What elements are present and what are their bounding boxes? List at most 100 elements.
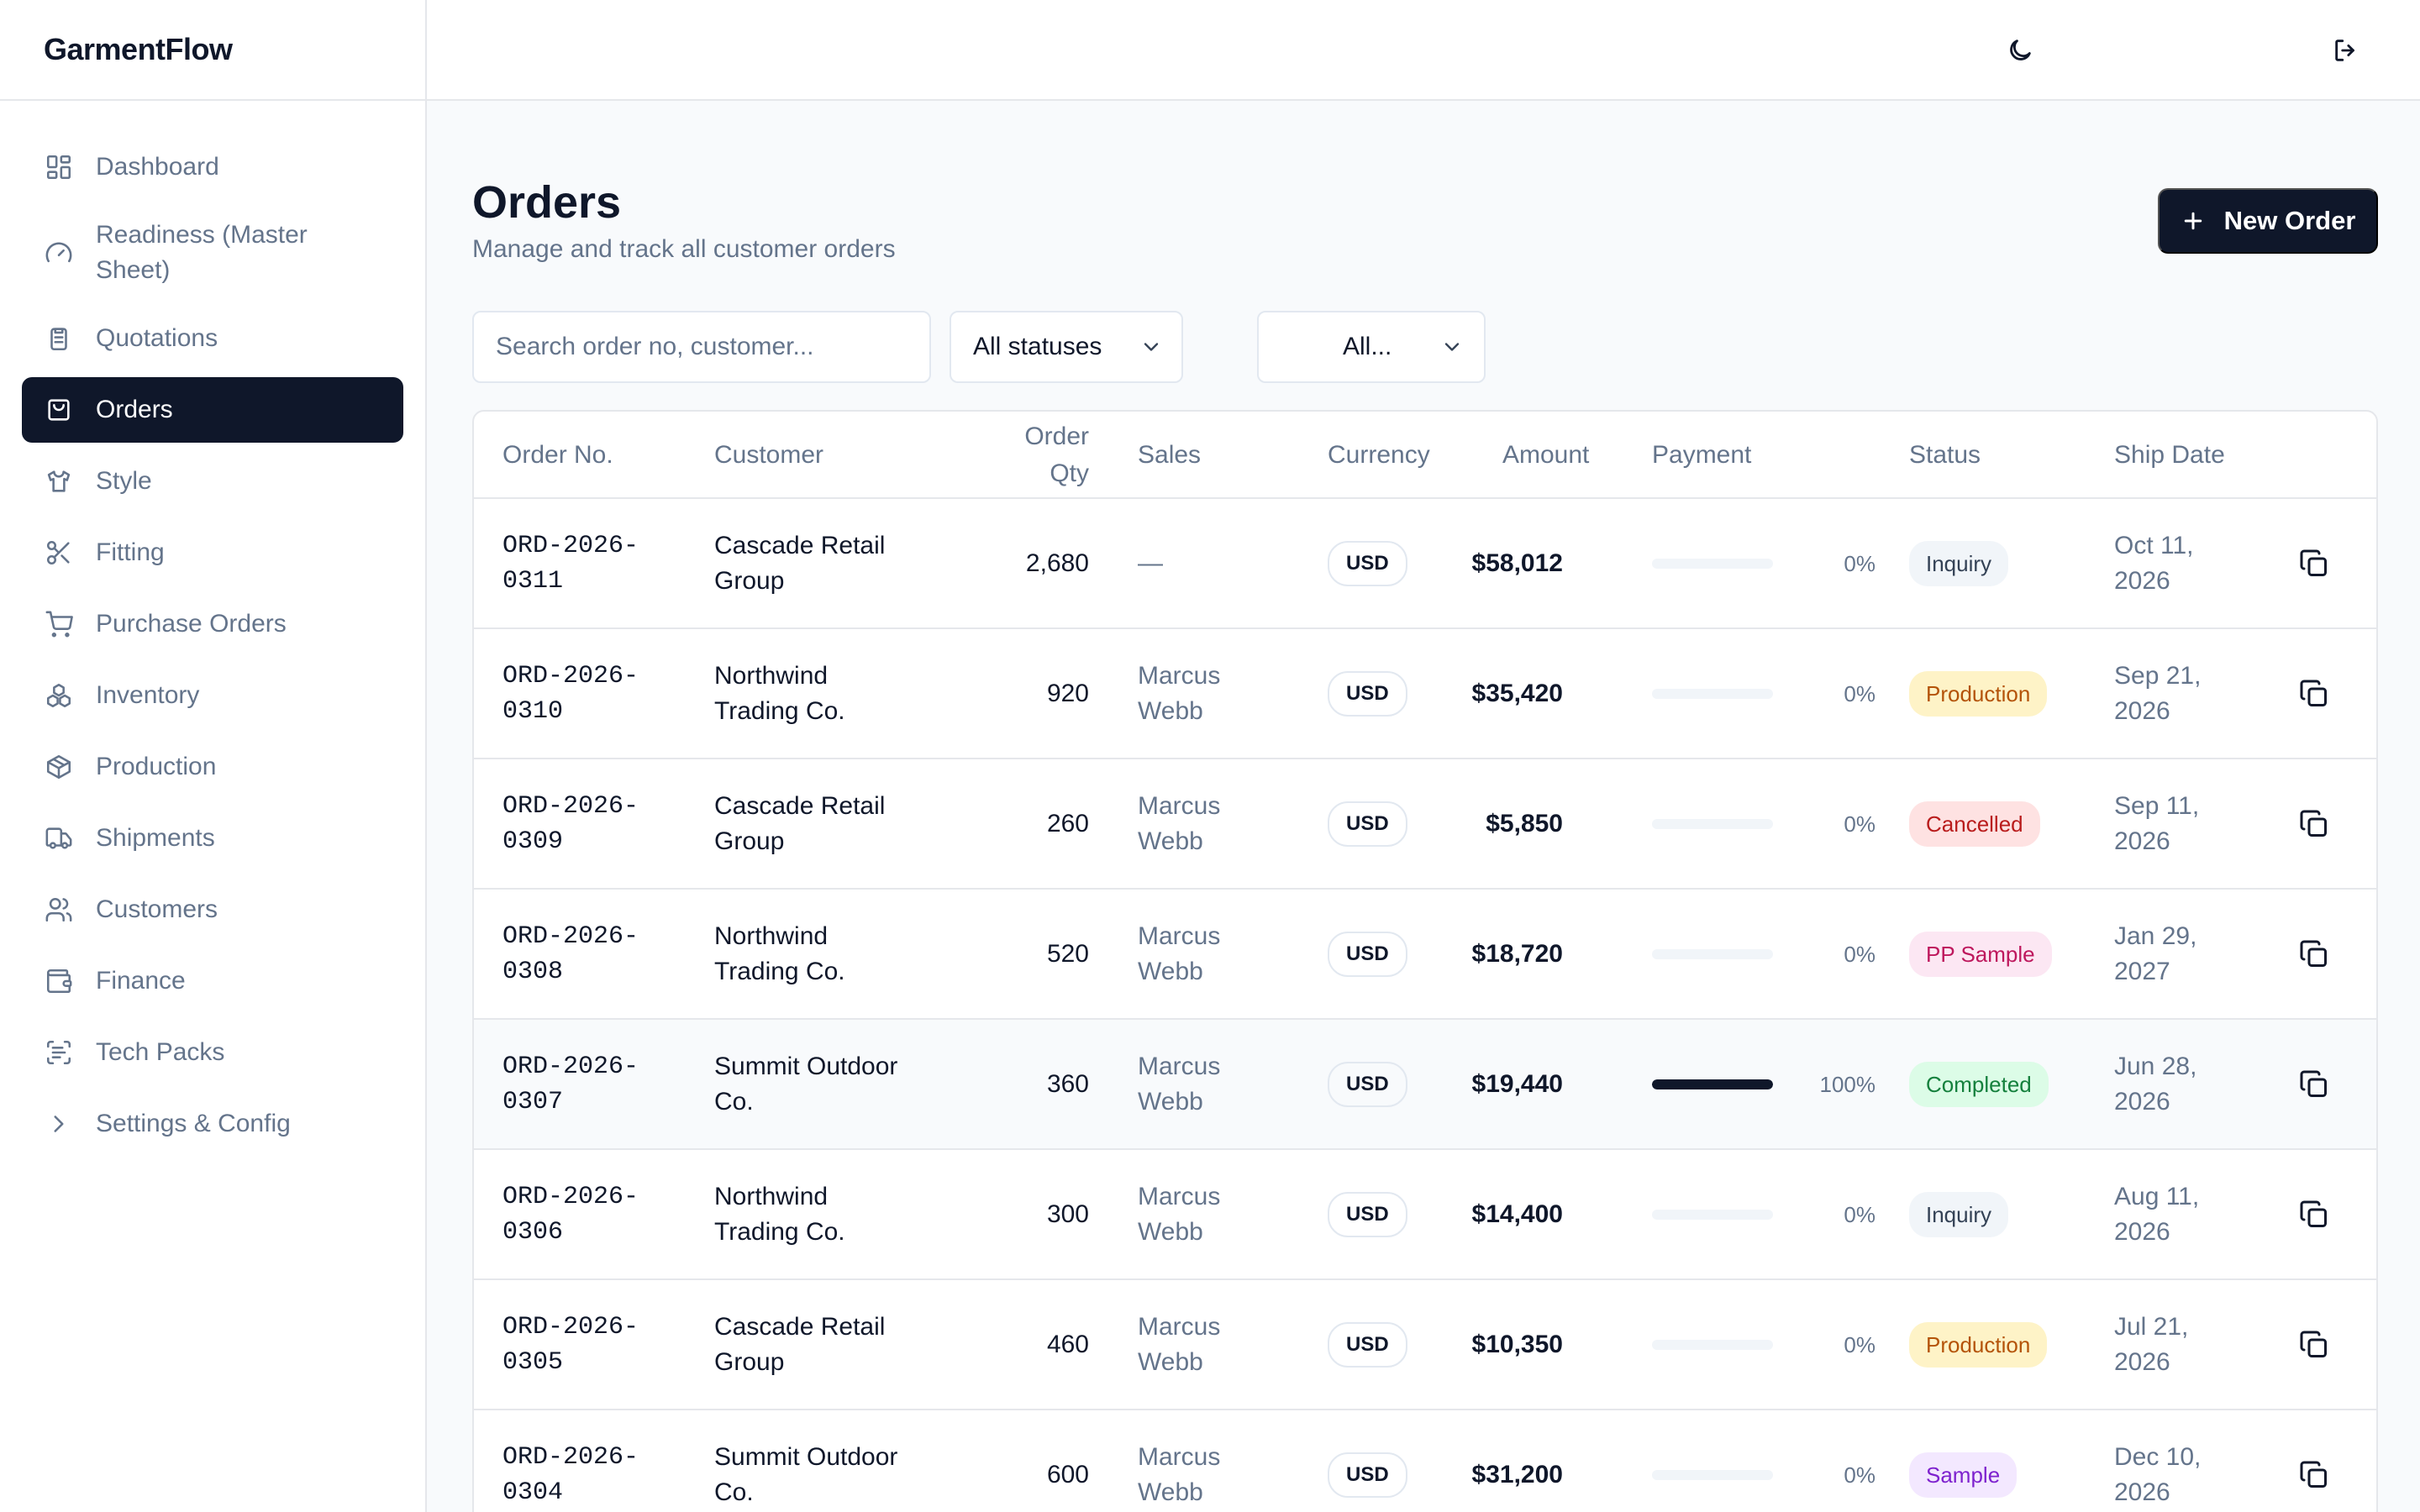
header-payment[interactable]: Payment [1652,441,1752,469]
cell-line: 0306 [502,1217,564,1247]
copy-order-button[interactable] [2299,890,2329,1018]
table-row[interactable]: ORD-2026- 0307 Summit Outdoor Co. 360 Marcus W… [474,1020,2376,1150]
sidebar-item-fitting[interactable]: Fitting [22,520,403,585]
currency-badge: USD [1328,1452,1407,1498]
header-currency[interactable]: Currency [1328,441,1430,469]
header-order-no[interactable]: Order No. [502,441,613,469]
payment-cell [1652,1280,2324,1409]
wallet-icon [44,966,74,996]
cell-line: Webb [1138,1217,1203,1246]
table-row[interactable]: ORD-2026- 0305 Cascade Retail Group 460 Marcu… [474,1280,2376,1410]
copy-order-button[interactable] [2299,1020,2329,1148]
payment-percent: 0% [1844,1201,1876,1227]
payment-progress-fill [1652,1079,1773,1089]
currency-cell: USD [1328,890,1407,1018]
gauge-icon [44,238,74,268]
sales-cell: Marcus Webb [1138,629,1220,758]
status-cell: Production [1909,629,2048,758]
sidebar-item-tech-packs[interactable]: Tech Packs [22,1020,403,1085]
table-row[interactable]: ORD-2026- 0309 Cascade Retail Group 260 Marcu… [474,759,2376,890]
copy-order-button[interactable] [2299,499,2329,627]
amount-cell: $58,012 [1440,499,1563,627]
order-qty-value: 520 [1046,939,1089,968]
order-no-cell[interactable]: ORD-2026- 0305 [502,1280,639,1409]
sidebar-item-production[interactable]: Production [22,734,403,800]
header-order-qty[interactable]: Order Qty [976,412,1089,499]
theme-toggle-button[interactable] [2002,32,2039,69]
sidebar-item-label: Shipments [96,824,215,852]
amount-cell: $14,400 [1440,1150,1563,1278]
header-status[interactable]: Status [1909,441,1981,469]
cell-line: Webb [1138,827,1203,855]
cell-line: Webb [1138,1478,1203,1506]
copy-order-button[interactable] [2299,759,2329,888]
amount-cell: $19,440 [1440,1020,1563,1148]
sidebar-item-label: Orders [96,396,173,423]
payment-percent-cell: 0% [1785,1280,1876,1409]
amount-value: $35,420 [1471,679,1563,707]
new-order-button[interactable]: New Order [2158,188,2378,254]
orders-table: Order No. Customer Order Qty Sales Curre… [472,410,2378,1512]
status-badge: Inquiry [1909,540,2009,586]
copy-icon [2299,1460,2329,1490]
sidebar-item-quotations[interactable]: Quotations [22,306,403,371]
sidebar-item-readiness-master-sheet[interactable]: Readiness (Master Sheet) [22,206,403,300]
sidebar-item-settings-config[interactable]: Settings & Config [22,1091,403,1157]
sidebar-item-inventory[interactable]: Inventory [22,663,403,728]
copy-order-button[interactable] [2299,1280,2329,1409]
header-customer[interactable]: Customer [714,441,824,469]
sidebar-item-shipments[interactable]: Shipments [22,806,403,871]
order-qty-value: 2,680 [1025,549,1089,577]
sales-cell: Marcus Webb [1138,759,1220,888]
amount-value: $14,400 [1471,1200,1563,1228]
copy-order-button[interactable] [2299,629,2329,758]
copy-order-button[interactable] [2299,1150,2329,1278]
sidebar-item-customers[interactable]: Customers [22,877,403,942]
order-qty-cell: 920 [976,629,1089,758]
currency-badge: USD [1328,801,1407,847]
cell-line: Sep 21, [2114,661,2202,690]
sidebar-item-style[interactable]: Style [22,449,403,514]
order-qty-cell: 460 [976,1280,1089,1409]
copy-order-button[interactable] [2299,1410,2329,1512]
cell-line: ORD-2026- [502,791,639,821]
cell-line: 0309 [502,827,564,856]
table-row[interactable]: ORD-2026- 0304 Summit Outdoor Co. 600 Marcus W… [474,1410,2376,1512]
cell-line: Northwind [714,661,829,690]
payment-percent-cell: 0% [1785,1150,1876,1278]
sidebar-item-dashboard[interactable]: Dashboard [22,134,403,200]
amount-cell: $5,850 [1440,759,1563,888]
sidebar-item-label: Finance [96,967,186,995]
order-no-cell[interactable]: ORD-2026- 0310 [502,629,639,758]
payment-cell [1652,759,2324,888]
header-amount[interactable]: Amount [1502,441,1590,469]
sidebar-item-finance[interactable]: Finance [22,948,403,1014]
table-row[interactable]: ORD-2026- 0306 Northwind Trading Co. 300 Marc… [474,1150,2376,1280]
order-no-cell[interactable]: ORD-2026- 0304 [502,1410,639,1512]
status-filter-select[interactable]: All statuses [950,311,1183,383]
app-logo[interactable]: GarmentFlow [0,0,425,101]
order-no-cell[interactable]: ORD-2026- 0309 [502,759,639,888]
table-row[interactable]: ORD-2026- 0311 Cascade Retail Group 2,680 — US… [474,499,2376,629]
order-no-cell[interactable]: ORD-2026- 0308 [502,890,639,1018]
payment-percent-cell: 0% [1785,499,1876,627]
amount-value: $10,350 [1471,1330,1563,1358]
header-sales[interactable]: Sales [1138,441,1202,469]
order-no-cell[interactable]: ORD-2026- 0311 [502,499,639,627]
logout-button[interactable] [2328,32,2365,69]
header-ship-date[interactable]: Ship Date [2114,441,2225,469]
amount-cell: $18,720 [1440,890,1563,1018]
currency-badge: USD [1328,1191,1407,1237]
secondary-filter-select[interactable]: All... [1257,311,1486,383]
sidebar-item-orders[interactable]: Orders [22,377,403,443]
table-row[interactable]: ORD-2026- 0308 Northwind Trading Co. 520 Marc… [474,890,2376,1020]
amount-value: $31,200 [1471,1460,1563,1488]
cell-line: 0310 [502,696,564,726]
currency-cell: USD [1328,499,1407,627]
payment-cell [1652,890,2324,1018]
order-no-cell[interactable]: ORD-2026- 0307 [502,1020,639,1148]
sidebar-item-purchase-orders[interactable]: Purchase Orders [22,591,403,657]
search-input[interactable] [472,311,931,383]
order-no-cell[interactable]: ORD-2026- 0306 [502,1150,639,1278]
table-row[interactable]: ORD-2026- 0310 Northwind Trading Co. 920 Marc… [474,629,2376,759]
